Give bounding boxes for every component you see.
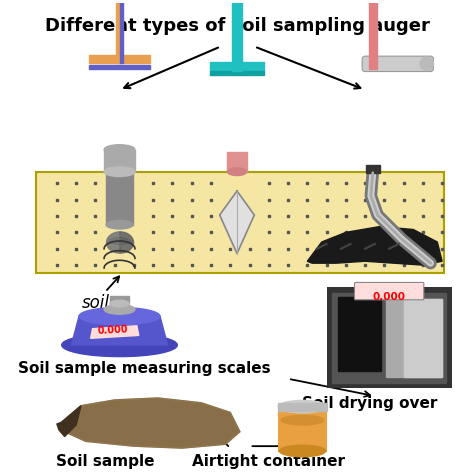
Polygon shape xyxy=(219,191,255,254)
Bar xyxy=(338,297,382,371)
Bar xyxy=(403,299,442,377)
Ellipse shape xyxy=(104,167,135,176)
Bar xyxy=(327,287,452,388)
Bar xyxy=(210,62,264,70)
Bar xyxy=(104,149,135,172)
Bar xyxy=(89,65,150,69)
Text: 0.000: 0.000 xyxy=(97,325,128,336)
Ellipse shape xyxy=(104,305,135,314)
Ellipse shape xyxy=(110,300,129,307)
Ellipse shape xyxy=(279,445,326,457)
Ellipse shape xyxy=(106,220,133,229)
Text: 0.000: 0.000 xyxy=(373,292,406,302)
Polygon shape xyxy=(91,326,139,338)
Bar xyxy=(106,172,133,225)
Bar xyxy=(279,407,326,451)
Bar xyxy=(232,0,242,70)
Ellipse shape xyxy=(420,57,433,70)
Ellipse shape xyxy=(281,415,324,425)
Bar xyxy=(369,0,377,69)
Text: soil: soil xyxy=(82,294,109,312)
Polygon shape xyxy=(72,316,168,345)
Bar xyxy=(366,165,380,173)
Bar xyxy=(110,296,129,304)
Bar xyxy=(116,0,119,63)
Bar xyxy=(119,0,123,63)
Ellipse shape xyxy=(62,333,177,357)
Text: Airtight container: Airtight container xyxy=(192,454,345,469)
Ellipse shape xyxy=(278,401,327,413)
Bar xyxy=(89,55,150,63)
Bar xyxy=(332,293,446,383)
Text: Soil sample: Soil sample xyxy=(56,454,155,469)
Bar xyxy=(386,299,442,377)
Ellipse shape xyxy=(79,307,160,325)
Ellipse shape xyxy=(104,145,135,154)
Bar xyxy=(36,172,444,273)
Ellipse shape xyxy=(228,168,246,175)
FancyBboxPatch shape xyxy=(362,56,433,71)
FancyBboxPatch shape xyxy=(355,282,424,300)
Polygon shape xyxy=(307,227,442,265)
Text: Soil drying over: Soil drying over xyxy=(302,396,438,411)
Bar xyxy=(228,152,246,172)
Polygon shape xyxy=(62,398,240,448)
Text: Different types of soil sampling auger: Different types of soil sampling auger xyxy=(45,17,429,35)
Bar xyxy=(278,403,327,411)
Polygon shape xyxy=(57,406,81,437)
Ellipse shape xyxy=(109,237,130,245)
Polygon shape xyxy=(62,398,240,448)
Text: Soil sample measuring scales: Soil sample measuring scales xyxy=(18,361,271,377)
Bar xyxy=(210,70,264,75)
